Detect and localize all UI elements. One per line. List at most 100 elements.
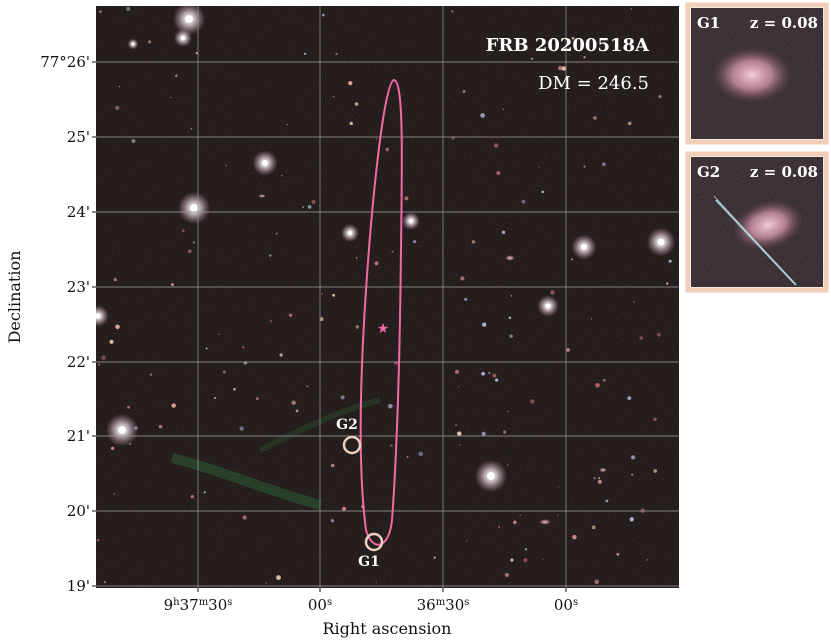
sky-object (126, 6, 131, 12)
sky-object (509, 334, 513, 338)
sky-object (101, 355, 106, 361)
g1-circle (364, 532, 384, 552)
inset-g1: G1 z = 0.08 (685, 2, 829, 145)
sky-object (592, 116, 597, 120)
sky-object (530, 57, 533, 60)
sky-object (493, 143, 499, 148)
sky-object (171, 403, 176, 408)
sky-object (390, 444, 393, 447)
sky-object (666, 282, 669, 285)
sky-object (330, 463, 335, 468)
sky-object (583, 165, 586, 168)
sky-object (464, 297, 468, 301)
sky-object (319, 317, 324, 322)
sky-object (507, 410, 509, 413)
sky-object (203, 491, 206, 494)
sky-object (580, 243, 588, 251)
sky-object (99, 10, 102, 13)
dec-tick-label: 22' (67, 353, 90, 371)
sky-object (602, 162, 606, 167)
sky-object (406, 455, 409, 458)
sky-object (605, 499, 609, 503)
sky-object (633, 301, 635, 303)
sky-object (291, 400, 296, 405)
sky-object (311, 199, 316, 204)
inset-g2-redshift: z = 0.08 (750, 163, 818, 181)
sky-object (270, 320, 272, 323)
g2-label: G2 (336, 417, 358, 433)
inset-g2-label: G2 (697, 163, 720, 181)
sky-object (558, 486, 560, 488)
sky-object (492, 373, 497, 378)
sky-object (306, 385, 309, 388)
sky-object (385, 147, 390, 152)
sky-object (340, 395, 345, 400)
sky-object (595, 382, 600, 388)
g1-label: G1 (358, 554, 380, 570)
sky-object (279, 353, 283, 357)
sky-object (225, 164, 228, 167)
sky-object (218, 333, 220, 335)
sky-object (261, 159, 269, 167)
sky-object (542, 558, 544, 560)
sky-object (572, 534, 577, 540)
sky-object (639, 336, 643, 340)
sky-object (149, 373, 153, 376)
sky-object (631, 455, 636, 460)
declination-axis: 77°26' 25' 24' 23' 22' 21' 20' 19' (40, 53, 96, 595)
sky-object (233, 387, 236, 391)
sky-object (113, 493, 116, 495)
sky-object (242, 345, 245, 349)
sky-object (455, 424, 457, 427)
sky-object (481, 431, 486, 436)
sky-object (486, 471, 496, 481)
sky-object (391, 250, 394, 253)
sky-object (375, 581, 378, 584)
sky-object (457, 431, 462, 436)
dm-value: DM = 246.5 (538, 73, 649, 94)
sky-object (115, 105, 120, 110)
sky-object (557, 514, 559, 517)
sky-object (454, 369, 460, 374)
sky-object (418, 451, 424, 457)
sky-object (190, 127, 193, 130)
sky-object (175, 74, 178, 77)
sky-object (507, 464, 509, 466)
sky-object (404, 196, 409, 201)
sky-object (239, 426, 244, 431)
sky-object (525, 548, 528, 551)
sky-object (599, 467, 607, 473)
sky-object (653, 417, 657, 421)
sky-object (342, 506, 347, 511)
sky-object (583, 56, 586, 59)
sky-object (614, 74, 618, 78)
sky-object (96, 313, 101, 319)
sky-object (501, 230, 506, 234)
sky-object (412, 239, 417, 244)
sky-object (510, 295, 513, 297)
g2-circle (342, 435, 362, 455)
sky-object (594, 579, 600, 585)
sky-object (657, 238, 665, 246)
dec-tick-label: 21' (67, 427, 90, 445)
sky-object (513, 520, 517, 525)
dec-tick-label: 23' (67, 278, 90, 296)
sky-object (616, 552, 620, 556)
sky-object (458, 444, 461, 446)
sky-object (286, 124, 288, 126)
sky-object (295, 409, 299, 413)
sky-object (541, 190, 545, 194)
sky-object (103, 581, 106, 584)
sky-object (451, 10, 454, 13)
ra-tick-label: 00s (554, 596, 578, 614)
sky-object (502, 108, 505, 111)
sky-object (269, 254, 272, 257)
frb-localization-ellipse (359, 78, 403, 546)
sky-object (255, 397, 259, 401)
artifact-streak (170, 453, 322, 510)
sky-object (134, 426, 138, 430)
sky-object (591, 525, 596, 530)
sky-object (630, 7, 633, 10)
sky-object (347, 230, 353, 236)
